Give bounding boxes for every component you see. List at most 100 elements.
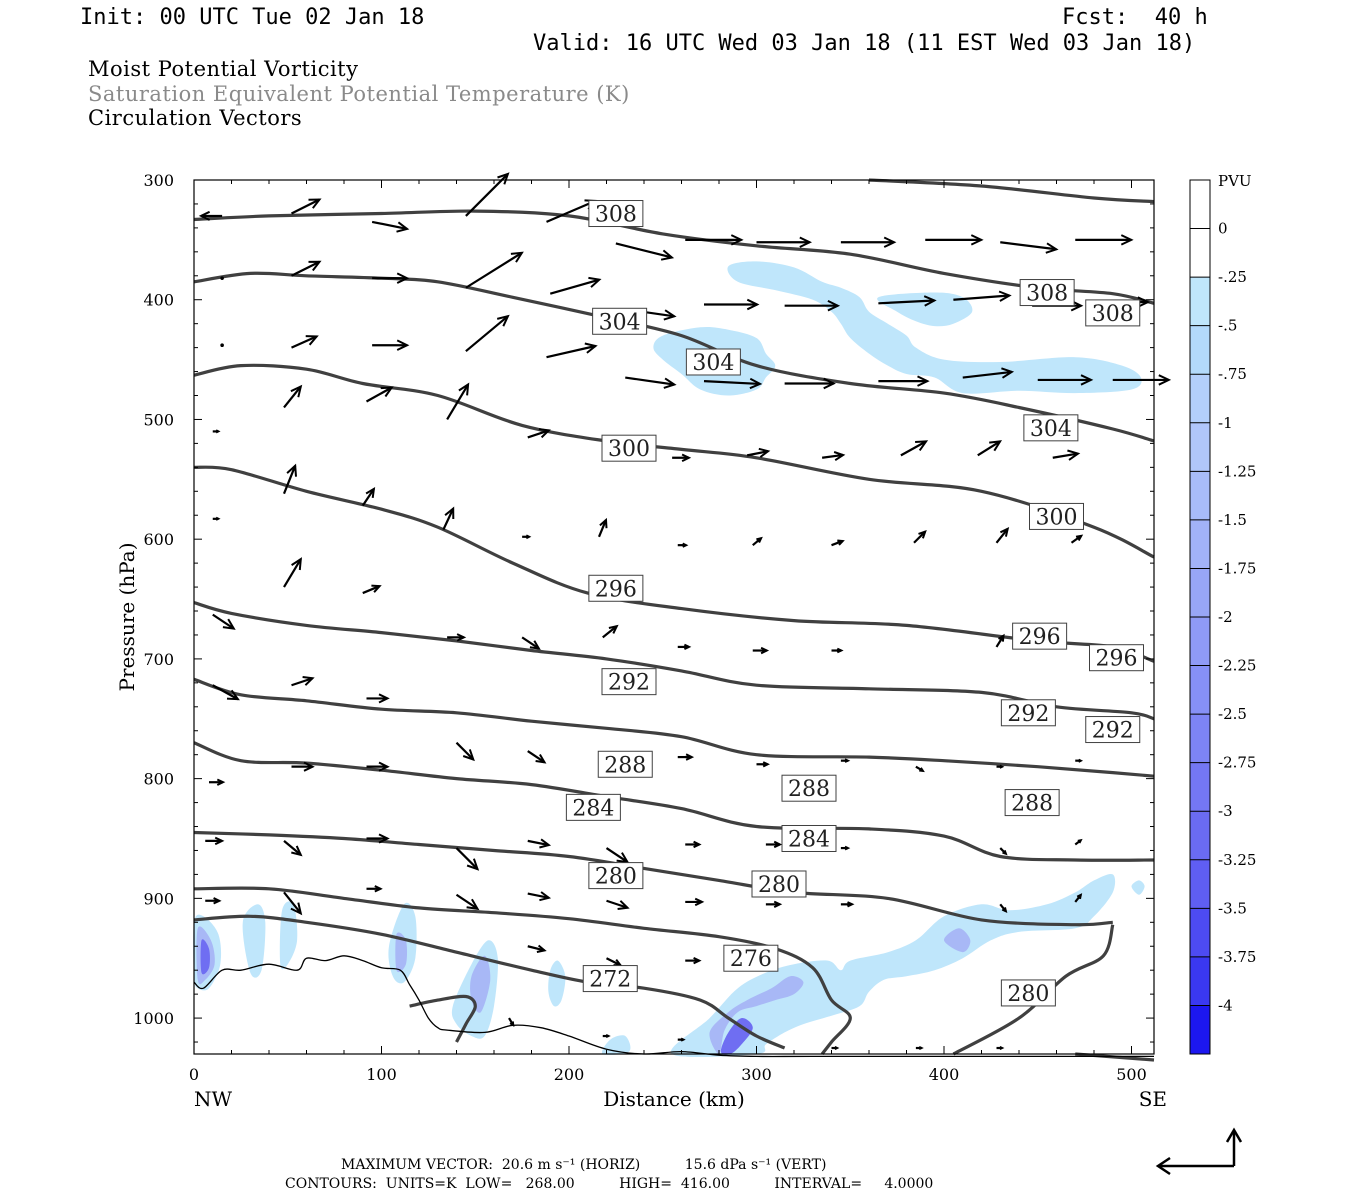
vector-arrow: [915, 765, 925, 773]
vector-arrow: [371, 220, 410, 233]
contour-label-box: [1023, 414, 1079, 442]
vector-arrow: [372, 339, 410, 351]
vector-head: [915, 440, 929, 451]
vector-arrow: [455, 893, 480, 911]
colorbar-tick-label: -.25: [1218, 268, 1247, 286]
contour-label-280: 280: [588, 862, 644, 890]
colorbar-tick-label: -4: [1218, 996, 1233, 1014]
vector-head: [1076, 893, 1083, 900]
vector-head: [1158, 374, 1172, 386]
vector-arrow: [606, 957, 623, 967]
vector-head: [608, 624, 619, 634]
vector-arrow: [212, 429, 221, 434]
contour-label-text: 296: [1019, 625, 1061, 650]
vector-head: [827, 300, 841, 312]
vector-arrow: [784, 377, 836, 390]
vector-head: [216, 778, 226, 786]
vector-head: [758, 447, 771, 458]
colorbar-swatch: [1190, 956, 1210, 1006]
vector-head: [918, 529, 927, 539]
vector-arrow: [996, 1045, 1005, 1051]
vector-shaft: [602, 625, 618, 639]
vector-arrow: [527, 944, 547, 953]
vector-head: [836, 647, 844, 654]
colorbar-tick-label: -3: [1218, 802, 1233, 820]
vector-shaft: [821, 453, 844, 459]
vector-arrow: [615, 242, 675, 261]
vector-head: [536, 944, 547, 953]
vector-arrow: [465, 314, 510, 353]
colorbar-swatch: [1190, 277, 1210, 327]
vector-arrow: [840, 758, 851, 763]
contour-label-288: 288: [597, 750, 653, 778]
contour-label-box: [588, 574, 644, 602]
y-tick-label: 300: [143, 171, 174, 190]
valid-time: Valid: 16 UTC Wed 03 Jan 18 (11 EST Wed …: [533, 31, 1196, 56]
vector-head: [918, 1045, 924, 1051]
x-tick-label: 300: [741, 1065, 772, 1084]
contour-label-box: [723, 944, 779, 972]
vector-shaft: [546, 199, 596, 223]
contour-label-text: 276: [730, 947, 772, 972]
contour-label-300: 300: [1029, 502, 1084, 530]
vector-head: [396, 221, 410, 233]
vector-shaft: [527, 750, 546, 764]
colorbar-swatch: [1190, 325, 1210, 375]
contour-label-296: 296: [588, 574, 644, 602]
y-tick-label: 1000: [133, 1009, 174, 1028]
vector-head: [999, 526, 1010, 537]
contour-label-296: 296: [1089, 644, 1144, 672]
contour-label-box: [582, 965, 638, 993]
vector-arrow: [291, 676, 315, 687]
vector-head: [466, 858, 480, 871]
contour-label-276: 276: [723, 944, 779, 972]
pv-region: [670, 873, 1116, 1058]
contour-label-box: [565, 793, 621, 821]
vector-head: [663, 377, 677, 389]
vector-head: [525, 534, 532, 540]
vector-shaft: [362, 585, 380, 595]
y-tick-label: 700: [143, 650, 174, 669]
x-end-label-left: NW: [194, 1087, 233, 1111]
vector-head: [378, 761, 390, 772]
vector-arrow: [527, 428, 551, 439]
colorbar-tick-label: -1.5: [1218, 511, 1247, 529]
vector-shaft: [527, 429, 550, 439]
contour-line-284: [193, 741, 1155, 862]
colorbar-swatch: [1190, 1005, 1210, 1055]
colorbar-tick-label: -3.25: [1218, 851, 1256, 869]
vector-head: [749, 377, 763, 390]
colorbar-tick-label: 0: [1218, 220, 1228, 238]
plot-frame: [193, 179, 1155, 1055]
vector-head: [509, 1021, 515, 1028]
vector-head: [847, 901, 855, 908]
contour-label-box: [1004, 789, 1060, 817]
vector-arrow: [605, 847, 630, 864]
vector-head: [760, 646, 770, 655]
vector-shaft: [606, 899, 628, 909]
axes: 0 100 200 300 400 500 300 400 500 600 700 800 900 100…: [133, 171, 1154, 1084]
vector-head: [291, 845, 303, 857]
vector-shaft: [1000, 241, 1057, 251]
contour-label-text: 292: [608, 671, 650, 696]
colorbar-tick-label: -1: [1218, 414, 1233, 432]
vector-head: [458, 382, 470, 396]
colorbar-tick-label: -2.25: [1218, 657, 1256, 675]
y-tick-label: 600: [143, 530, 174, 549]
contour-label-text: 288: [1011, 792, 1053, 817]
vector-head: [380, 386, 394, 398]
vector-arrow: [198, 210, 223, 221]
contour-label-text: 296: [1096, 647, 1138, 672]
vector-arrow: [527, 750, 547, 764]
vector-arrow: [677, 542, 689, 548]
y-tick-label: 400: [143, 291, 174, 310]
vector-head: [371, 584, 382, 593]
vector-arrow: [1074, 893, 1083, 903]
pv-region: [709, 976, 804, 1055]
vector-arrow: [362, 584, 382, 595]
contour-label-280: 280: [751, 870, 807, 898]
vector-arrow: [205, 897, 222, 905]
colorbar-tick-label: -2.5: [1218, 705, 1247, 723]
vector-head: [462, 749, 475, 762]
terrain-line: [193, 955, 1154, 1058]
